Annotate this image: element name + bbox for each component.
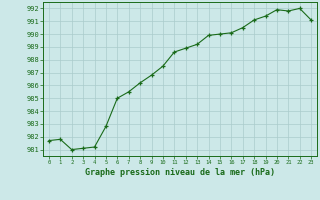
X-axis label: Graphe pression niveau de la mer (hPa): Graphe pression niveau de la mer (hPa) bbox=[85, 168, 275, 177]
